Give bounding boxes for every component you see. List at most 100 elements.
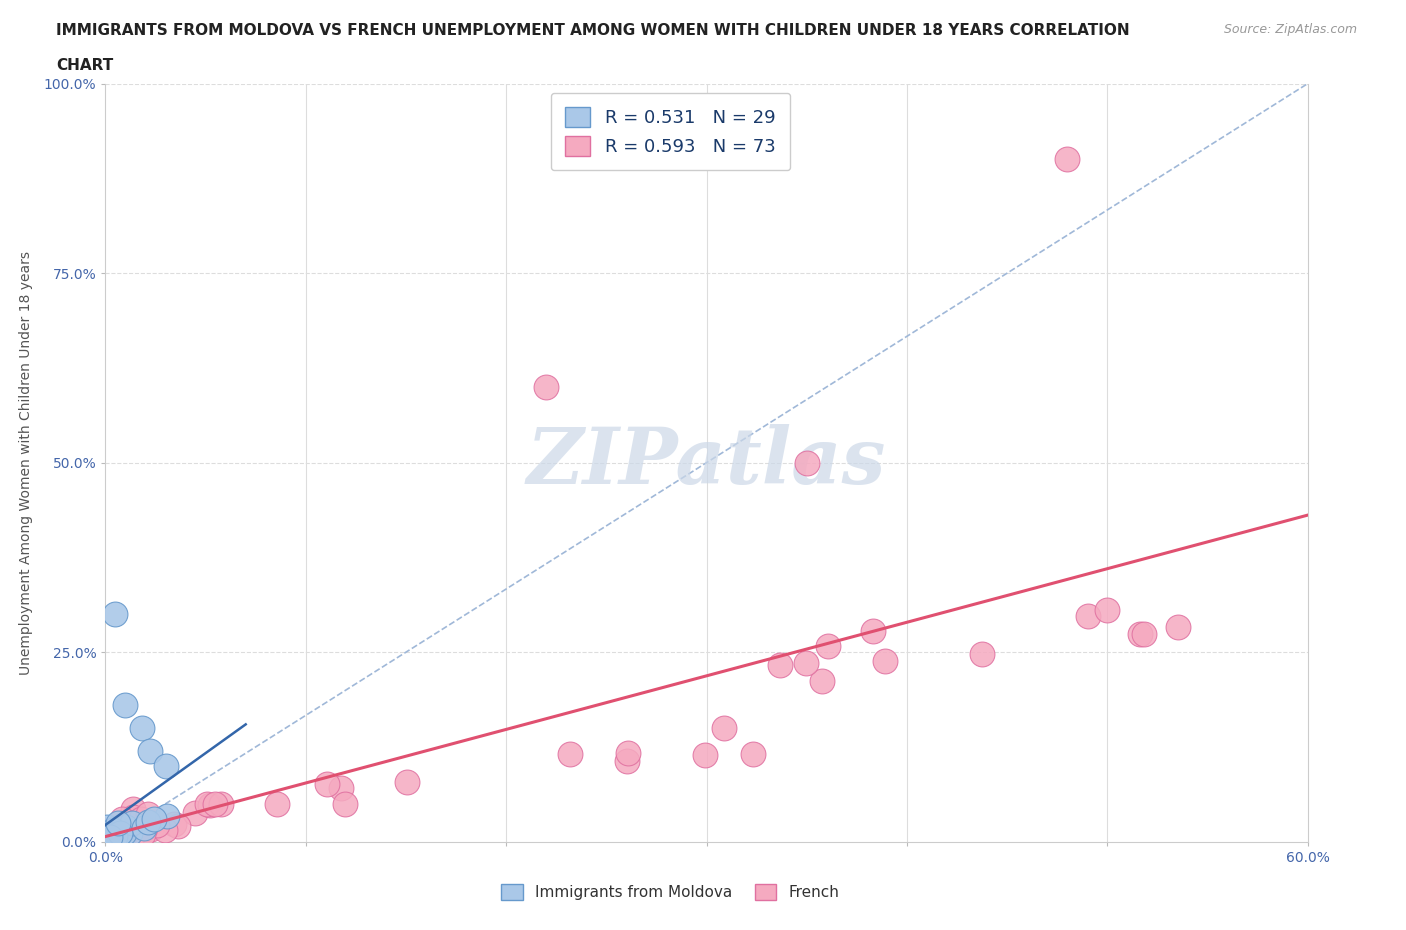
- Point: [111, 812, 134, 827]
- Point: [97, 828, 120, 843]
- Point: [139, 821, 162, 836]
- Point: [862, 623, 884, 638]
- Point: [118, 826, 141, 841]
- Point: [96, 832, 118, 847]
- Point: [98, 830, 121, 844]
- Text: Source: ZipAtlas.com: Source: ZipAtlas.com: [1223, 23, 1357, 36]
- Point: [131, 826, 153, 841]
- Point: [534, 379, 557, 394]
- Point: [112, 825, 135, 840]
- Point: [107, 824, 129, 839]
- Point: [107, 829, 129, 844]
- Point: [132, 820, 155, 835]
- Point: [122, 827, 145, 842]
- Point: [204, 796, 226, 811]
- Point: [104, 607, 127, 622]
- Point: [195, 796, 218, 811]
- Point: [153, 823, 176, 838]
- Point: [96, 819, 118, 834]
- Point: [138, 743, 160, 758]
- Point: [166, 818, 188, 833]
- Point: [97, 827, 120, 842]
- Point: [112, 828, 135, 843]
- Point: [138, 815, 160, 830]
- Point: [104, 829, 127, 844]
- Point: [112, 820, 135, 835]
- Point: [796, 456, 818, 471]
- Point: [111, 827, 134, 842]
- Point: [105, 830, 128, 844]
- Point: [105, 827, 128, 842]
- Point: [98, 830, 121, 844]
- Text: IMMIGRANTS FROM MOLDOVA VS FRENCH UNEMPLOYMENT AMONG WOMEN WITH CHILDREN UNDER 1: IMMIGRANTS FROM MOLDOVA VS FRENCH UNEMPL…: [56, 23, 1130, 38]
- Point: [266, 796, 288, 811]
- Point: [103, 829, 125, 844]
- Point: [1095, 603, 1118, 618]
- Point: [316, 777, 339, 791]
- Point: [162, 817, 184, 831]
- Point: [120, 825, 142, 840]
- Point: [115, 819, 138, 834]
- Point: [96, 832, 118, 847]
- Point: [114, 828, 136, 843]
- Point: [138, 807, 160, 822]
- Point: [558, 747, 581, 762]
- Text: CHART: CHART: [56, 58, 114, 73]
- Point: [100, 830, 122, 844]
- Point: [129, 812, 152, 827]
- Point: [108, 826, 131, 841]
- Text: ZIPatlas: ZIPatlas: [527, 424, 886, 501]
- Point: [114, 698, 136, 712]
- Point: [117, 829, 139, 844]
- Point: [100, 828, 122, 843]
- Point: [155, 759, 177, 774]
- Point: [395, 775, 418, 790]
- Point: [970, 647, 993, 662]
- Point: [330, 781, 353, 796]
- Point: [184, 806, 207, 821]
- Point: [769, 658, 792, 673]
- Point: [198, 798, 221, 813]
- Point: [122, 810, 145, 825]
- Point: [713, 721, 735, 736]
- Point: [107, 827, 129, 842]
- Point: [209, 796, 232, 811]
- Y-axis label: Unemployment Among Women with Children Under 18 years: Unemployment Among Women with Children U…: [18, 251, 32, 674]
- Point: [104, 827, 127, 842]
- Point: [121, 816, 143, 830]
- Point: [1128, 626, 1150, 641]
- Point: [107, 816, 129, 830]
- Point: [875, 654, 897, 669]
- Point: [1132, 627, 1154, 642]
- Point: [105, 828, 128, 843]
- Point: [817, 639, 839, 654]
- Point: [97, 830, 120, 845]
- Point: [100, 832, 122, 847]
- Point: [121, 802, 143, 817]
- Legend: Immigrants from Moldova, French: Immigrants from Moldova, French: [495, 878, 845, 906]
- Point: [794, 656, 817, 671]
- Point: [98, 825, 121, 840]
- Point: [117, 817, 139, 831]
- Point: [101, 831, 124, 846]
- Point: [112, 826, 135, 841]
- Point: [134, 821, 156, 836]
- Point: [811, 673, 834, 688]
- Point: [107, 830, 129, 845]
- Point: [104, 829, 127, 844]
- Point: [142, 812, 165, 827]
- Point: [1056, 153, 1078, 167]
- Point: [105, 820, 128, 835]
- Point: [742, 747, 765, 762]
- Point: [131, 721, 153, 736]
- Point: [103, 827, 125, 842]
- Point: [96, 830, 118, 844]
- Point: [695, 748, 717, 763]
- Point: [1167, 619, 1189, 634]
- Point: [101, 823, 124, 838]
- Point: [1077, 608, 1099, 623]
- Point: [96, 824, 118, 839]
- Point: [111, 823, 134, 838]
- Point: [156, 809, 179, 824]
- Point: [146, 817, 169, 832]
